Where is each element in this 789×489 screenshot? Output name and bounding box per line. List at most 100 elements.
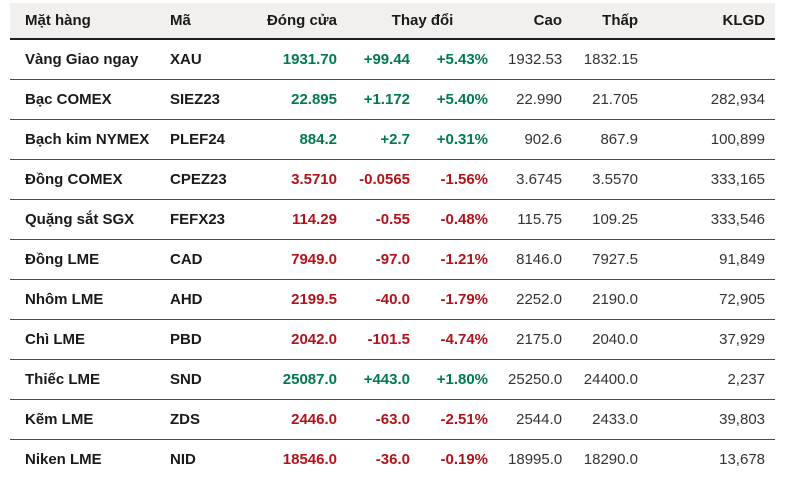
high-value: 22.990	[498, 79, 573, 120]
header-row: Mặt hàng Mã Đóng cửa Thay đổi Cao Thấp K…	[10, 3, 776, 40]
change-percent: -1.79%	[420, 279, 499, 320]
commodity-code: PBD	[160, 319, 250, 360]
change-value: +2.7	[347, 119, 420, 160]
commodity-code: CPEZ23	[160, 159, 250, 200]
change-value: -63.0	[347, 399, 420, 440]
header-close: Đóng cửa	[250, 3, 347, 40]
table-body: Vàng Giao ngay XAU 1931.70 +99.44 +5.43%…	[10, 39, 776, 480]
table-row: Chì LME PBD 2042.0 -101.5 -4.74% 2175.0 …	[10, 319, 776, 360]
table-row: Bạc COMEX SIEZ23 22.895 +1.172 +5.40% 22…	[10, 79, 776, 120]
commodity-code: XAU	[160, 39, 250, 80]
change-percent: +1.80%	[420, 359, 499, 400]
change-value: -0.0565	[347, 159, 420, 200]
change-percent: -0.48%	[420, 199, 499, 240]
close-value: 22.895	[250, 79, 347, 120]
close-value: 2446.0	[250, 399, 347, 440]
header-change: Thay đổi	[347, 3, 499, 40]
high-value: 18995.0	[508, 451, 563, 468]
volume-value: 37,929	[648, 319, 776, 360]
table-row: Niken LME NID 18546.0 -36.0 -0.19% 18995…	[10, 440, 775, 480]
volume-value: 39,803	[648, 399, 776, 440]
low-value: 7927.5	[572, 239, 649, 280]
volume-value: 13,678	[719, 451, 766, 468]
close-value: 1931.70	[250, 39, 347, 80]
commodity-code: PLEF24	[160, 119, 250, 160]
low-value: 2040.0	[572, 319, 649, 360]
commodity-name: Bạc COMEX	[10, 79, 160, 120]
close-value: 884.2	[250, 119, 347, 160]
high-value: 115.75	[498, 199, 573, 240]
change-percent: -2.51%	[420, 399, 499, 440]
commodity-name: Đồng COMEX	[10, 159, 160, 200]
high-value: 25250.0	[498, 359, 573, 400]
high-value: 2175.0	[498, 319, 573, 360]
close-value: 7949.0	[250, 239, 347, 280]
volume-value: 91,849	[648, 239, 776, 280]
close-value: 114.29	[250, 199, 347, 240]
commodity-code: AHD	[160, 279, 250, 320]
volume-value: 282,934	[648, 79, 776, 120]
high-value: 8146.0	[498, 239, 573, 280]
header-low: Thấp	[572, 3, 649, 40]
change-value: -36.0	[375, 451, 410, 468]
low-value: 2190.0	[572, 279, 649, 320]
volume-value: 333,165	[648, 159, 776, 200]
change-value: +1.172	[347, 79, 420, 120]
volume-value: 100,899	[648, 119, 776, 160]
close-value: 2199.5	[250, 279, 347, 320]
change-percent: -4.74%	[420, 319, 499, 360]
table-row: Bạch kim NYMEX PLEF24 884.2 +2.7 +0.31% …	[10, 119, 776, 160]
commodity-name: Kẽm LME	[10, 399, 160, 440]
high-value: 1932.53	[498, 39, 573, 80]
high-value: 902.6	[498, 119, 573, 160]
header-volume: KLGD	[648, 3, 776, 40]
low-value: 109.25	[572, 199, 649, 240]
low-value: 2433.0	[572, 399, 649, 440]
change-percent: +0.31%	[420, 119, 499, 160]
commodity-name: Chì LME	[10, 319, 160, 360]
commodity-code: CAD	[160, 239, 250, 280]
header-code: Mã	[160, 3, 250, 40]
table-header: Mặt hàng Mã Đóng cửa Thay đổi Cao Thấp K…	[10, 3, 776, 40]
change-value: -40.0	[347, 279, 420, 320]
high-value: 2544.0	[498, 399, 573, 440]
volume-value	[648, 39, 776, 80]
change-value: -0.55	[347, 199, 420, 240]
high-value: 2252.0	[498, 279, 573, 320]
commodity-name: Niken LME	[25, 451, 102, 468]
commodity-name: Đồng LME	[10, 239, 160, 280]
table-row: Đồng COMEX CPEZ23 3.5710 -0.0565 -1.56% …	[10, 159, 776, 200]
low-value: 3.5570	[572, 159, 649, 200]
low-value: 18290.0	[583, 451, 639, 468]
close-value: 2042.0	[250, 319, 347, 360]
header-high: Cao	[498, 3, 573, 40]
change-value: +99.44	[347, 39, 420, 80]
commodity-name: Thiếc LME	[10, 359, 160, 400]
commodity-price-table: Mặt hàng Mã Đóng cửa Thay đổi Cao Thấp K…	[10, 3, 776, 480]
commodity-code: NID	[170, 451, 196, 468]
commodity-code: ZDS	[160, 399, 250, 440]
table-row: Thiếc LME SND 25087.0 +443.0 +1.80% 2525…	[10, 359, 776, 400]
commodity-name: Nhôm LME	[10, 279, 160, 320]
close-value: 3.5710	[250, 159, 347, 200]
header-commodity: Mặt hàng	[10, 3, 160, 40]
commodity-name: Vàng Giao ngay	[10, 39, 160, 80]
change-percent: -0.19%	[440, 451, 489, 468]
low-value: 21.705	[572, 79, 649, 120]
close-value: 18546.0	[282, 451, 337, 468]
table-row: Vàng Giao ngay XAU 1931.70 +99.44 +5.43%…	[10, 39, 776, 80]
table-row: Nhôm LME AHD 2199.5 -40.0 -1.79% 2252.0 …	[10, 279, 776, 320]
change-percent: +5.43%	[420, 39, 499, 80]
commodity-code: SIEZ23	[160, 79, 250, 120]
change-value: -101.5	[347, 319, 420, 360]
change-value: +443.0	[347, 359, 420, 400]
low-value: 1832.15	[572, 39, 649, 80]
volume-value: 72,905	[648, 279, 776, 320]
commodity-name: Quặng sắt SGX	[10, 199, 160, 240]
volume-value: 333,546	[648, 199, 776, 240]
change-percent: -1.56%	[420, 159, 499, 200]
table-row: Quặng sắt SGX FEFX23 114.29 -0.55 -0.48%…	[10, 199, 776, 240]
commodity-code: SND	[160, 359, 250, 400]
close-value: 25087.0	[250, 359, 347, 400]
commodity-name: Bạch kim NYMEX	[10, 119, 160, 160]
